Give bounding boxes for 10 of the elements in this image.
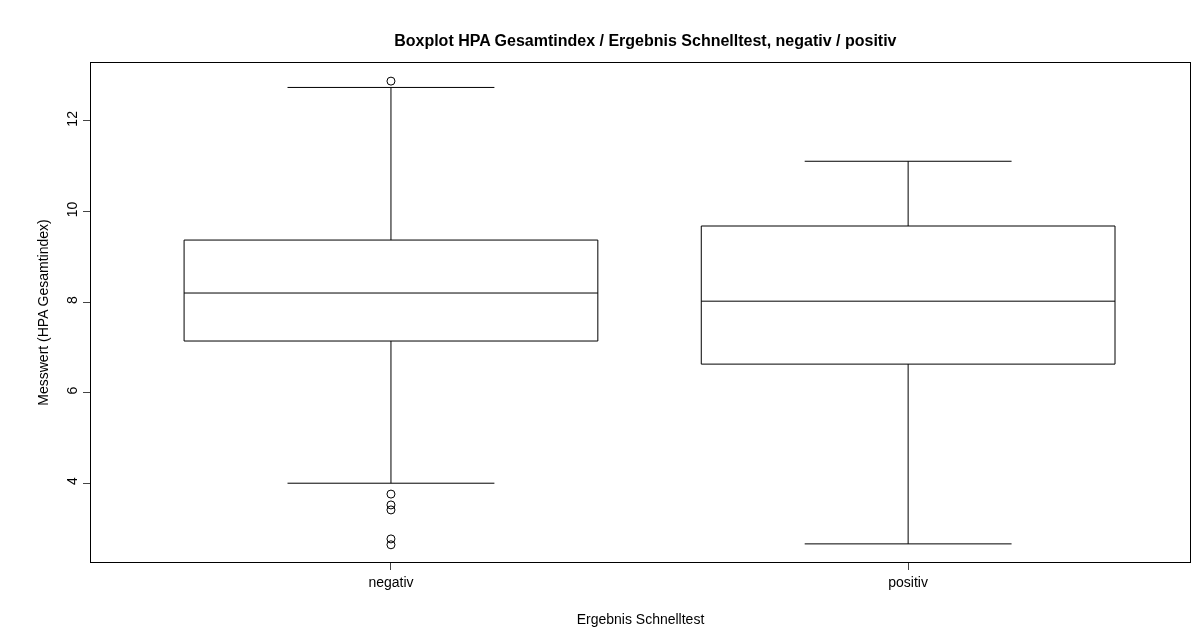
y-tick-label: 10	[64, 201, 81, 218]
y-tick-label: 6	[64, 386, 81, 395]
x-tick-label: positiv	[888, 573, 928, 590]
y-tick-label: 12	[64, 110, 81, 127]
x-axis-title: Ergebnis Schnelltest	[576, 611, 705, 628]
y-tick-label: 8	[64, 295, 81, 304]
x-tick-label: negativ	[368, 573, 414, 590]
y-tick-label: 4	[64, 477, 81, 486]
y-axis-title: Messwert (HPA Gesamtindex)	[35, 219, 51, 406]
chart-title: Boxplot HPA Gesamtindex / Ergebnis Schnelltest, negativ / positiv	[394, 32, 897, 50]
